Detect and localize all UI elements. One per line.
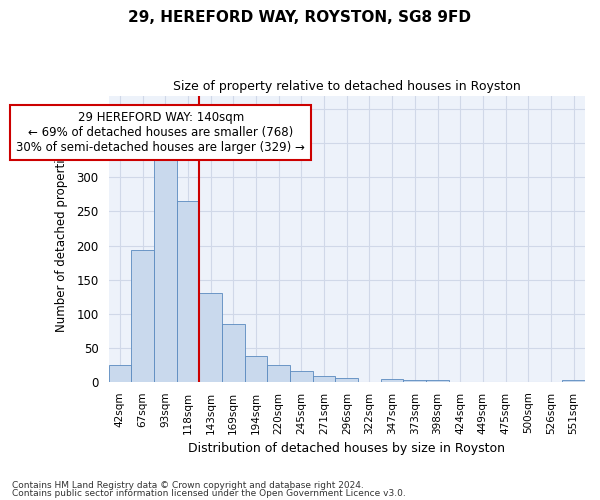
Bar	[199, 293, 222, 382]
Text: 29, HEREFORD WAY, ROYSTON, SG8 9FD: 29, HEREFORD WAY, ROYSTON, SG8 9FD	[128, 10, 472, 25]
Text: Contains HM Land Registry data © Crown copyright and database right 2024.: Contains HM Land Registry data © Crown c…	[12, 481, 364, 490]
X-axis label: Distribution of detached houses by size in Royston: Distribution of detached houses by size …	[188, 442, 505, 455]
Bar	[381, 379, 403, 382]
Bar	[222, 324, 245, 382]
Y-axis label: Number of detached properties: Number of detached properties	[55, 146, 68, 332]
Bar	[268, 365, 290, 382]
Bar	[562, 380, 585, 382]
Bar	[290, 371, 313, 382]
Bar	[313, 376, 335, 382]
Text: 29 HEREFORD WAY: 140sqm
← 69% of detached houses are smaller (768)
30% of semi-d: 29 HEREFORD WAY: 140sqm ← 69% of detache…	[16, 111, 305, 154]
Text: Contains public sector information licensed under the Open Government Licence v3: Contains public sector information licen…	[12, 488, 406, 498]
Bar	[176, 201, 199, 382]
Bar	[109, 366, 131, 382]
Title: Size of property relative to detached houses in Royston: Size of property relative to detached ho…	[173, 80, 521, 93]
Bar	[403, 380, 426, 382]
Bar	[154, 158, 176, 382]
Bar	[335, 378, 358, 382]
Bar	[426, 380, 449, 382]
Bar	[245, 356, 268, 382]
Bar	[131, 250, 154, 382]
